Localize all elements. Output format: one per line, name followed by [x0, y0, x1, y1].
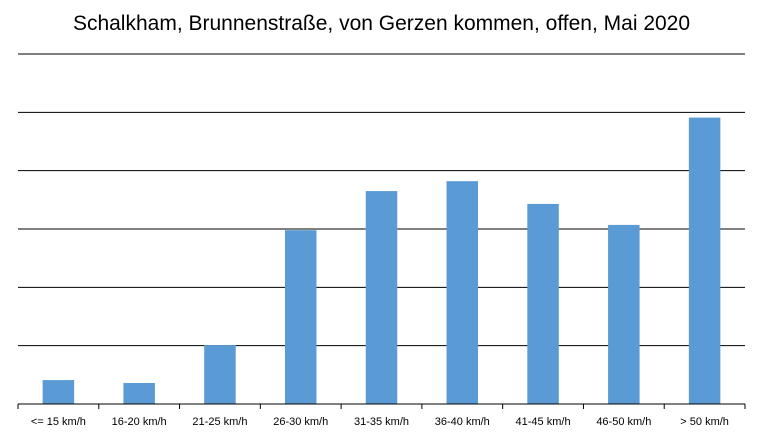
bar: [123, 383, 155, 404]
x-tick-label: 46-50 km/h: [596, 416, 651, 428]
x-tick-label: > 50 km/h: [680, 416, 729, 428]
x-tick-label: 21-25 km/h: [192, 416, 247, 428]
bar: [204, 345, 236, 404]
x-tick-label: <= 15 km/h: [31, 416, 86, 428]
bar: [608, 224, 640, 404]
x-tick-label: 31-35 km/h: [354, 416, 409, 428]
bar: [42, 380, 75, 404]
x-tick-labels: <= 15 km/h 16-20 km/h 21-25 km/h 26-30 km/h…: [31, 416, 729, 428]
bar: [284, 230, 317, 404]
bars: [42, 117, 721, 404]
chart-title: Schalkham, Brunnenstraße, von Gerzen kom…: [72, 12, 691, 35]
x-tick-label: 36-40 km/h: [435, 416, 490, 428]
x-axis: [17, 403, 746, 409]
bar: [365, 191, 398, 404]
bar: [446, 181, 479, 404]
x-tick-label: 16-20 km/h: [112, 416, 167, 428]
x-tick-label: 26-30 km/h: [273, 416, 328, 428]
x-tick-label: 41-45 km/h: [516, 416, 571, 428]
bar: [527, 203, 559, 404]
bar: [688, 117, 721, 404]
